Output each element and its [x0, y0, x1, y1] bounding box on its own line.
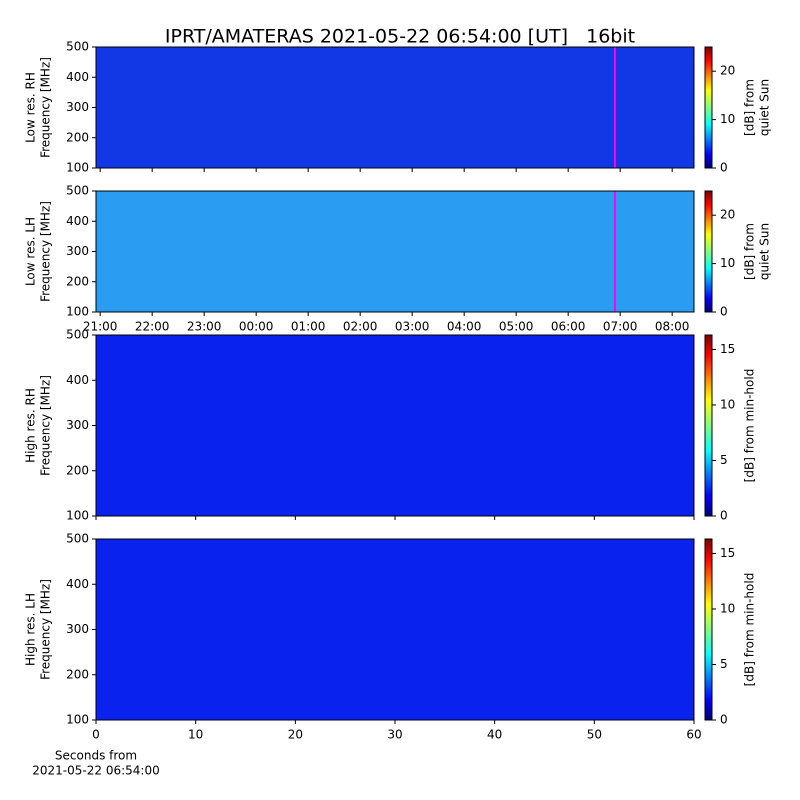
- y-tick-label: 300: [66, 622, 89, 636]
- y-tick-label: 400: [66, 577, 89, 591]
- colorbar-label: [dB] from: [743, 223, 757, 280]
- y-axis-label: High res. LH: [24, 593, 38, 666]
- colorbar-tick-label: 5: [720, 657, 728, 671]
- x-axis-label: 2021-05-22 06:54:00: [32, 764, 159, 778]
- y-axis-label: Frequency [MHz]: [39, 579, 53, 680]
- colorbar-tick-label: 0: [720, 509, 728, 523]
- y-tick-label: 100: [66, 713, 89, 727]
- colorbar: [704, 46, 713, 169]
- y-tick-label: 500: [66, 40, 89, 54]
- colorbar-tick-label: 10: [720, 112, 735, 126]
- y-tick-label: 300: [66, 418, 89, 432]
- colorbar-label: [dB] from: [743, 79, 757, 136]
- x-tick-label: 20: [288, 728, 303, 742]
- spectrogram: [96, 47, 694, 168]
- x-tick-label: 05:00: [499, 320, 534, 334]
- x-tick-label: 08:00: [655, 320, 690, 334]
- y-tick-label: 100: [66, 509, 89, 523]
- x-axis-label: Seconds from: [55, 749, 137, 763]
- colorbar-tick-label: 0: [720, 161, 728, 175]
- y-tick-label: 100: [66, 161, 89, 175]
- x-tick-label: 60: [686, 728, 701, 742]
- colorbar-tick-label: 20: [720, 208, 735, 222]
- colorbar-tick-label: 10: [720, 397, 735, 411]
- x-tick-label: 23:00: [187, 320, 222, 334]
- colorbar: [704, 334, 713, 517]
- colorbar-tick-label: 0: [720, 713, 728, 727]
- colorbar-tick-label: 15: [720, 342, 735, 356]
- colorbar-tick-label: 10: [720, 256, 735, 270]
- x-tick-label: 10: [188, 728, 203, 742]
- y-axis-label: Frequency [MHz]: [39, 201, 53, 302]
- y-axis-label: Frequency [MHz]: [39, 375, 53, 476]
- x-tick-label: 07:00: [603, 320, 638, 334]
- colorbar-label: quiet Sun: [758, 223, 772, 280]
- y-tick-label: 400: [66, 70, 89, 84]
- y-tick-label: 200: [66, 130, 89, 144]
- colorbar: [704, 538, 713, 721]
- y-tick-label: 200: [66, 667, 89, 681]
- x-tick-label: 50: [587, 728, 602, 742]
- y-axis-label: Low res. RH: [24, 72, 38, 143]
- x-tick-label: 0: [92, 728, 100, 742]
- x-tick-label: 06:00: [551, 320, 586, 334]
- y-tick-label: 400: [66, 373, 89, 387]
- y-tick-label: 100: [66, 305, 89, 319]
- y-axis-label: High res. RH: [24, 388, 38, 463]
- colorbar-tick-label: 0: [720, 305, 728, 319]
- colorbar: [704, 190, 713, 313]
- colorbar-label: quiet Sun: [758, 79, 772, 136]
- y-tick-label: 500: [66, 328, 89, 342]
- spectrogram: [96, 335, 694, 516]
- y-axis-label: Low res. LH: [24, 217, 38, 286]
- y-tick-label: 500: [66, 184, 89, 198]
- chart-title: IPRT/AMATERAS 2021-05-22 06:54:00 [UT] 1…: [165, 26, 635, 48]
- y-tick-label: 500: [66, 532, 89, 546]
- colorbar-tick-label: 5: [720, 453, 728, 467]
- spectrogram: [96, 191, 694, 312]
- colorbar-tick-label: 20: [720, 64, 735, 78]
- x-tick-label: 04:00: [447, 320, 482, 334]
- colorbar-tick-label: 15: [720, 546, 735, 560]
- x-tick-label: 21:00: [83, 320, 118, 334]
- y-axis-label: Frequency [MHz]: [39, 57, 53, 158]
- colorbar-tick-label: 10: [720, 601, 735, 615]
- x-tick-label: 01:00: [291, 320, 326, 334]
- x-tick-label: 40: [487, 728, 502, 742]
- y-tick-label: 300: [66, 100, 89, 114]
- colorbar-label: [dB] from min-hold: [743, 369, 757, 483]
- x-tick-label: 30: [387, 728, 402, 742]
- spectrogram: [96, 539, 694, 720]
- y-tick-label: 200: [66, 463, 89, 477]
- y-tick-label: 200: [66, 274, 89, 288]
- x-tick-label: 22:00: [135, 320, 170, 334]
- y-tick-label: 400: [66, 214, 89, 228]
- x-tick-label: 03:00: [395, 320, 430, 334]
- y-tick-label: 300: [66, 244, 89, 258]
- x-tick-label: 00:00: [239, 320, 274, 334]
- x-tick-label: 02:00: [343, 320, 378, 334]
- colorbar-label: [dB] from min-hold: [743, 573, 757, 687]
